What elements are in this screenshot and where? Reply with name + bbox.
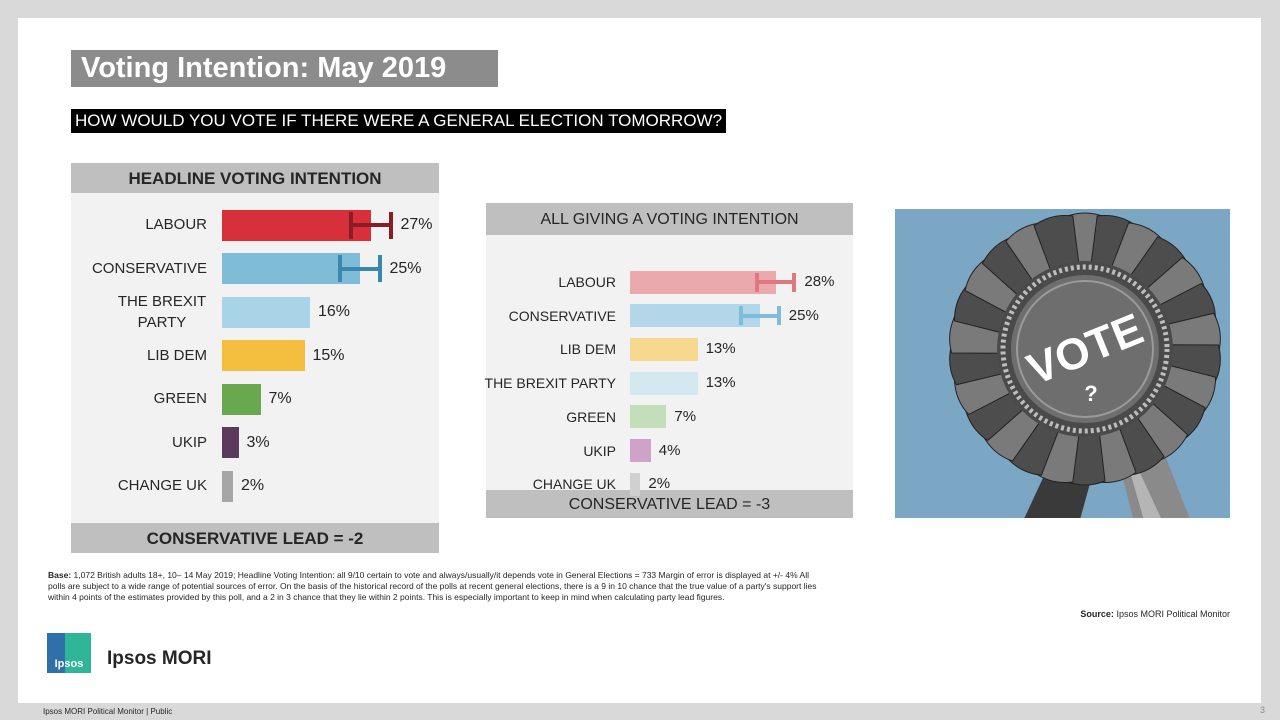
source-text: Ipsos MORI Political Monitor bbox=[1116, 609, 1230, 619]
all-giving-label-conservative: CONSERVATIVE bbox=[508, 307, 616, 324]
headline-error-bar-labour bbox=[348, 211, 393, 239]
footer-text: Ipsos MORI Political Monitor | Public bbox=[43, 707, 173, 716]
question-subtitle: HOW WOULD YOU VOTE IF THERE WERE A GENER… bbox=[71, 109, 727, 133]
slide: Voting Intention: May 2019 HOW WOULD YOU… bbox=[18, 18, 1261, 703]
headline-bar-lib-dem bbox=[222, 340, 305, 371]
all-giving-label-green: GREEN bbox=[566, 408, 616, 425]
all-giving-value-conservative: 25% bbox=[788, 306, 819, 324]
all-giving-panel: ALL GIVING A VOTING INTENTION CONSERVATI… bbox=[484, 203, 853, 518]
headline-label-change-uk: CHANGE UK bbox=[117, 477, 207, 494]
ipsos-mori-name: Ipsos MORI bbox=[107, 648, 212, 669]
page-number: 3 bbox=[1259, 705, 1265, 715]
all-giving-value-lib-dem: 13% bbox=[705, 340, 736, 358]
headline-label-labour: LABOUR bbox=[145, 216, 207, 233]
rosette-icon: VOTE ? bbox=[949, 212, 1221, 518]
all-giving-label-ukip: UKIP bbox=[583, 442, 616, 459]
headline-label-the-brexit-party: THE BREXIT PARTY bbox=[117, 293, 207, 331]
all-giving-bar-lib-dem bbox=[630, 337, 698, 361]
headline-value-green: 7% bbox=[268, 390, 292, 407]
all-giving-bar-ukip bbox=[630, 439, 651, 462]
headline-value-conservative: 25% bbox=[389, 259, 422, 277]
headline-voting-panel: HEADLINE VOTING INTENTION CONSERVATIVE L… bbox=[71, 163, 439, 553]
base-note: Base: 1,072 British adults 18+, 10– 14 M… bbox=[48, 570, 818, 603]
headline-bar-ukip bbox=[222, 427, 239, 458]
headline-value-ukip: 3% bbox=[246, 433, 270, 451]
headline-value-change-uk: 2% bbox=[241, 477, 265, 494]
all-giving-panel-title: ALL GIVING A VOTING INTENTION bbox=[486, 203, 853, 235]
headline-bar-change-uk bbox=[222, 470, 233, 502]
headline-panel-lead: CONSERVATIVE LEAD = -2 bbox=[71, 523, 439, 553]
all-giving-bar-labour bbox=[630, 270, 776, 294]
headline-label-ukip: UKIP bbox=[171, 433, 207, 451]
headline-bar-conservative bbox=[222, 253, 360, 284]
all-giving-bar-conservative bbox=[630, 304, 760, 328]
ipsos-logo-text: Ipsos bbox=[54, 658, 84, 670]
all-giving-value-green: 7% bbox=[674, 407, 697, 425]
all-giving-value-change-uk: 2% bbox=[648, 475, 671, 493]
headline-error-bar-conservative bbox=[337, 255, 382, 282]
headline-bar-green bbox=[222, 383, 261, 415]
all-giving-error-bar-labour bbox=[754, 272, 797, 292]
source-note: Source: Ipsos MORI Political Monitor bbox=[1080, 609, 1230, 619]
headline-value-labour: 27% bbox=[400, 216, 433, 233]
all-giving-value-the-brexit-party: 13% bbox=[705, 374, 736, 392]
base-label: Base: bbox=[48, 570, 72, 580]
all-giving-panel-lead: CONSERVATIVE LEAD = -3 bbox=[486, 490, 853, 518]
all-giving-label-the-brexit-party: THE BREXIT PARTY bbox=[484, 375, 616, 392]
source-label: Source: bbox=[1080, 609, 1114, 619]
all-giving-label-change-uk: CHANGE UK bbox=[532, 476, 616, 493]
headline-label-conservative: CONSERVATIVE bbox=[91, 259, 207, 277]
vote-rosette-image: VOTE ? bbox=[895, 209, 1230, 518]
headline-bar-the-brexit-party bbox=[222, 296, 310, 328]
all-giving-bar-change-uk bbox=[630, 472, 641, 496]
all-giving-bar-the-brexit-party bbox=[630, 371, 698, 395]
headline-label-lib-dem: LIB DEM bbox=[146, 346, 207, 364]
all-giving-label-lib-dem: LIB DEM bbox=[559, 341, 616, 358]
base-text: 1,072 British adults 18+, 10– 14 May 201… bbox=[48, 570, 817, 602]
all-giving-value-labour: 28% bbox=[804, 273, 835, 290]
headline-label-green: GREEN bbox=[153, 390, 207, 407]
headline-value-the-brexit-party: 16% bbox=[318, 303, 351, 320]
all-giving-bar-green bbox=[630, 405, 667, 429]
headline-panel-title: HEADLINE VOTING INTENTION bbox=[71, 163, 439, 193]
slide-title: Voting Intention: May 2019 bbox=[71, 50, 498, 87]
ipsos-logo: Ipsos bbox=[47, 633, 91, 673]
all-giving-value-ukip: 4% bbox=[658, 441, 681, 459]
svg-text:?: ? bbox=[1084, 381, 1097, 406]
headline-bar-labour bbox=[222, 209, 371, 241]
all-giving-error-bar-conservative bbox=[739, 306, 781, 326]
headline-value-lib-dem: 15% bbox=[312, 346, 345, 364]
all-giving-label-labour: LABOUR bbox=[558, 274, 616, 290]
